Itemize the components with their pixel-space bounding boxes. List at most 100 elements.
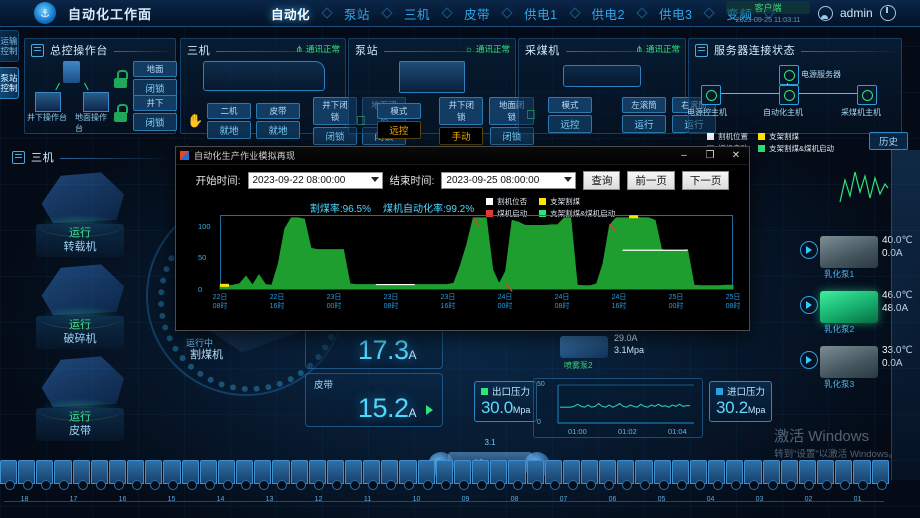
- support-unit[interactable]: [308, 460, 326, 490]
- dialog-title-bar[interactable]: 自动化生产作业模拟再现 – ❐ ✕: [176, 147, 749, 165]
- nav-tab-power3[interactable]: 供电3: [658, 7, 693, 22]
- surface-lock-control[interactable]: 地面 闭锁: [133, 61, 177, 97]
- next-page-button[interactable]: 下一页: [681, 170, 730, 190]
- support-unit[interactable]: [490, 460, 508, 490]
- close-icon[interactable]: ✕: [731, 150, 741, 161]
- pump-card-3[interactable]: 33.0℃ 0.0A 乳化泵3: [800, 342, 920, 389]
- machine-card-crusher[interactable]: 运行 破碎机: [24, 262, 136, 350]
- server-node-power[interactable]: [779, 65, 799, 85]
- power-icon[interactable]: [879, 5, 896, 21]
- nav-tab-power1[interactable]: 供电1: [524, 7, 558, 22]
- support-unit[interactable]: [726, 460, 744, 490]
- control-mode[interactable]: 模式 远控: [548, 97, 592, 133]
- support-unit[interactable]: [508, 460, 526, 490]
- support-unit[interactable]: [254, 460, 272, 490]
- support-unit[interactable]: [163, 460, 181, 490]
- spray-pump-block[interactable]: 29.0A 3.1Mpa 喷雾泵2: [560, 332, 670, 372]
- support-unit[interactable]: [689, 460, 708, 490]
- nav-tab-automation[interactable]: 自动化: [271, 7, 311, 22]
- control-value[interactable]: 闭锁: [313, 127, 357, 145]
- query-button[interactable]: 查询: [583, 170, 621, 190]
- minimize-icon[interactable]: –: [681, 150, 687, 161]
- support-unit[interactable]: [581, 460, 599, 490]
- control-value[interactable]: 运行: [622, 115, 666, 133]
- support-unit[interactable]: [108, 460, 127, 490]
- control-value[interactable]: 就地: [256, 121, 300, 139]
- server-node-shearer[interactable]: [857, 85, 877, 105]
- support-unit[interactable]: [526, 460, 544, 490]
- start-time-picker[interactable]: 2023-09-22 08:00:00: [247, 171, 383, 189]
- support-unit[interactable]: [744, 460, 762, 490]
- play-icon[interactable]: [800, 351, 818, 369]
- pump-card-1[interactable]: 40.0℃ 0.0A 乳化泵1: [800, 232, 920, 279]
- support-unit[interactable]: [671, 460, 689, 490]
- support-unit[interactable]: [562, 460, 580, 490]
- support-unit[interactable]: [417, 460, 435, 490]
- control-value[interactable]: 远控: [548, 115, 592, 133]
- control-left-drum[interactable]: 左滚筒 运行: [622, 97, 666, 133]
- machine-card-reloader[interactable]: 运行 转载机: [24, 170, 136, 258]
- support-unit[interactable]: [72, 460, 90, 490]
- support-unit[interactable]: [290, 460, 308, 490]
- support-unit[interactable]: [326, 460, 344, 490]
- support-unit[interactable]: [435, 460, 453, 490]
- support-unit[interactable]: [344, 460, 363, 490]
- control-value[interactable]: 就地: [207, 121, 251, 139]
- end-time-picker[interactable]: 2023-09-25 08:00:00: [441, 171, 577, 189]
- support-unit[interactable]: [0, 460, 18, 490]
- edge-tab-pump-control[interactable]: 泵站控制: [0, 67, 19, 100]
- nav-tab-power2[interactable]: 供电2: [591, 7, 625, 22]
- support-unit[interactable]: [217, 460, 236, 490]
- control-value[interactable]: 手动: [439, 127, 484, 145]
- support-unit[interactable]: [835, 460, 853, 490]
- support-unit[interactable]: [36, 460, 54, 490]
- underground-lock-value[interactable]: 闭锁: [133, 113, 177, 131]
- support-unit[interactable]: [871, 460, 889, 490]
- support-unit[interactable]: [653, 460, 671, 490]
- control-second-machine[interactable]: 二机 就地: [207, 103, 251, 139]
- support-unit[interactable]: [635, 460, 653, 490]
- support-unit[interactable]: [236, 460, 254, 490]
- support-unit[interactable]: [399, 460, 417, 490]
- control-mode[interactable]: 模式 远控: [376, 103, 421, 139]
- server-node-power-ctrl[interactable]: [701, 85, 721, 105]
- control-belt[interactable]: 皮带 就地: [256, 103, 300, 139]
- support-unit[interactable]: [54, 460, 72, 490]
- support-unit[interactable]: [472, 460, 490, 490]
- playback-dialog[interactable]: 自动化生产作业模拟再现 – ❐ ✕ 开始时间: 2023-09-22 08:00…: [175, 146, 750, 331]
- support-unit[interactable]: [381, 460, 399, 490]
- history-button[interactable]: 历史: [868, 132, 908, 150]
- support-unit[interactable]: [708, 460, 726, 490]
- support-unit[interactable]: [363, 460, 381, 490]
- support-unit[interactable]: [853, 460, 871, 490]
- support-unit[interactable]: [817, 460, 835, 490]
- underground-lock-control[interactable]: 井下 闭锁: [133, 95, 177, 131]
- play-icon[interactable]: [800, 241, 818, 259]
- maximize-icon[interactable]: ❐: [705, 150, 715, 161]
- machine-card-belt[interactable]: 运行 皮带: [24, 354, 136, 442]
- support-unit[interactable]: [798, 460, 817, 490]
- support-unit[interactable]: [599, 460, 617, 490]
- support-unit[interactable]: [90, 460, 108, 490]
- support-unit[interactable]: [453, 460, 472, 490]
- nav-tab-three-machine[interactable]: 三机: [404, 7, 431, 22]
- control-underground-lock[interactable]: 井下闭锁 手动: [438, 97, 484, 145]
- play-icon[interactable]: [800, 296, 818, 314]
- support-unit[interactable]: [762, 460, 780, 490]
- support-unit[interactable]: [272, 460, 290, 490]
- support-unit[interactable]: [18, 460, 36, 490]
- edge-tab-transport-control[interactable]: 运输控制: [0, 30, 19, 63]
- pump-card-2[interactable]: 46.0℃ 48.0A 乳化泵2: [800, 287, 920, 334]
- server-node-automation[interactable]: [779, 85, 799, 105]
- support-unit[interactable]: [199, 460, 217, 490]
- support-unit[interactable]: [181, 460, 199, 490]
- support-unit[interactable]: [780, 460, 798, 490]
- nav-tab-pump-station[interactable]: 泵站: [344, 7, 371, 22]
- support-unit[interactable]: [127, 460, 145, 490]
- support-unit[interactable]: [544, 460, 562, 490]
- prev-page-button[interactable]: 前一页: [627, 170, 675, 190]
- nav-tab-belt[interactable]: 皮带: [464, 7, 491, 22]
- control-value[interactable]: 远控: [376, 121, 421, 139]
- support-unit[interactable]: [145, 460, 163, 490]
- support-unit[interactable]: [617, 460, 635, 490]
